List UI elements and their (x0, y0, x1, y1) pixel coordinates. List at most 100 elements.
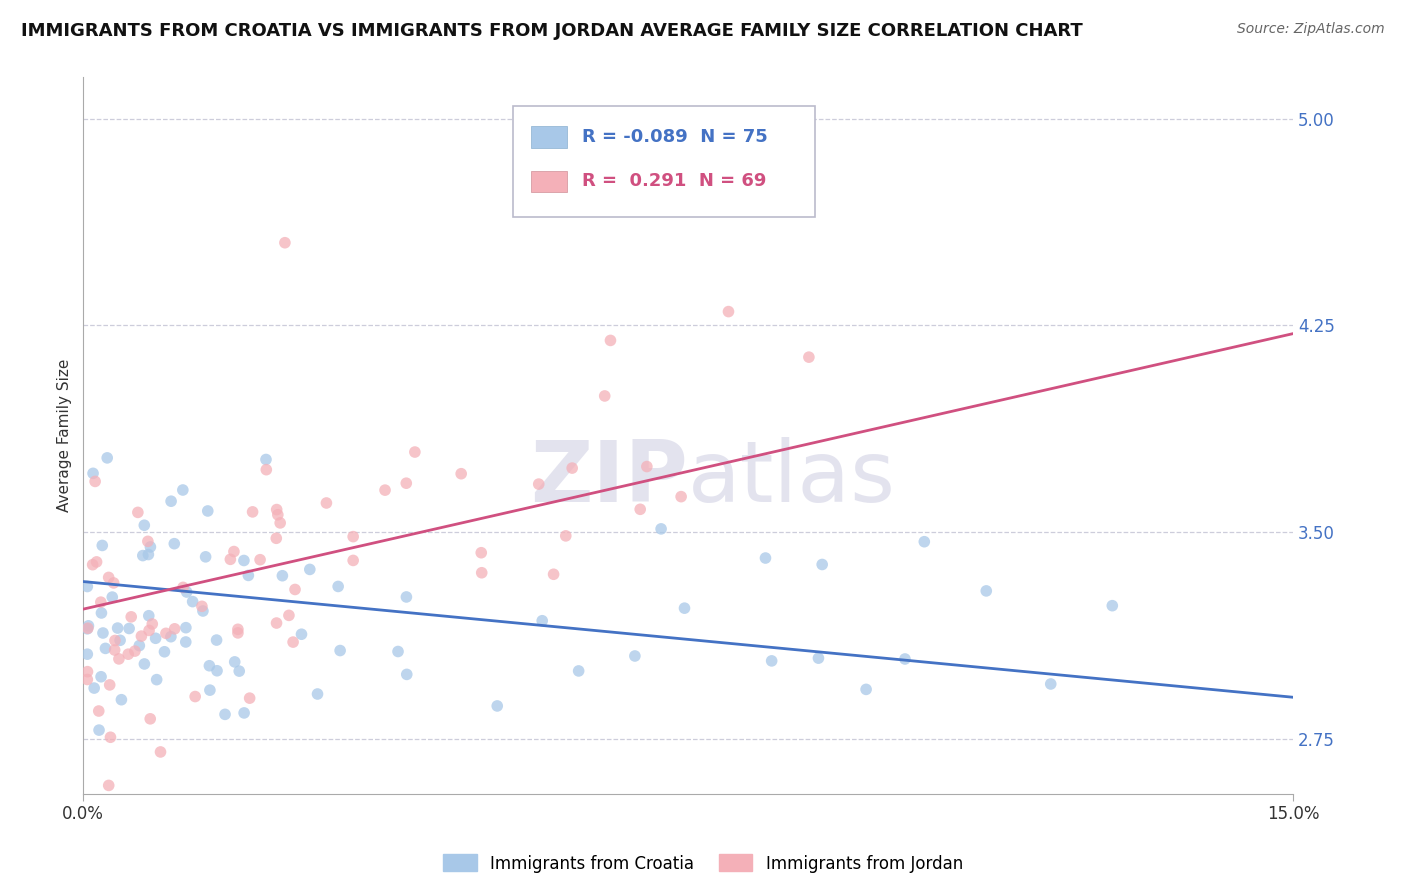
Text: Source: ZipAtlas.com: Source: ZipAtlas.com (1237, 22, 1385, 37)
Point (228, 664, 250, 678)
Point (593, 389, 616, 403)
Point (103, 576, 125, 591)
Point (138, 608, 160, 623)
Point (132, 549, 155, 563)
Point (214, 707, 236, 722)
Point (82, 558, 104, 572)
Point (139, 712, 162, 726)
Point (98, 678, 121, 692)
Point (131, 629, 153, 643)
Point (284, 582, 307, 597)
Point (224, 655, 246, 669)
Text: IMMIGRANTS FROM CROATIA VS IMMIGRANTS FROM JORDAN AVERAGE FAMILY SIZE CORRELATIO: IMMIGRANTS FROM CROATIA VS IMMIGRANTS FR… (21, 22, 1083, 40)
Point (94, 641, 117, 656)
Point (90, 595, 112, 609)
Point (239, 691, 262, 706)
Point (101, 590, 124, 604)
Point (176, 585, 198, 599)
Point (118, 622, 141, 636)
Point (127, 505, 149, 519)
Point (91, 538, 114, 552)
Point (855, 682, 877, 697)
Point (599, 334, 621, 348)
Point (108, 652, 131, 666)
Point (266, 615, 288, 630)
Point (120, 610, 142, 624)
Point (242, 505, 264, 519)
Text: atlas: atlas (688, 437, 896, 520)
Point (91, 626, 114, 640)
Point (254, 463, 277, 477)
Point (104, 643, 127, 657)
Point (226, 622, 249, 636)
Point (172, 483, 194, 497)
Point (90, 606, 112, 620)
Point (222, 544, 245, 558)
Point (628, 502, 651, 516)
Point (198, 683, 221, 698)
Point (761, 654, 783, 668)
Point (754, 551, 776, 566)
Point (450, 467, 472, 481)
Point (87, 723, 110, 738)
Text: R = -0.089  N = 75: R = -0.089 N = 75 (582, 128, 768, 146)
Point (219, 552, 242, 566)
Point (191, 599, 214, 614)
Point (561, 461, 583, 475)
Point (84, 475, 107, 489)
Point (128, 639, 150, 653)
Point (266, 502, 288, 516)
Point (136, 534, 159, 549)
Point (328, 579, 350, 593)
Point (650, 522, 672, 536)
Point (145, 673, 167, 687)
Point (342, 553, 364, 567)
Point (568, 664, 591, 678)
Point (307, 687, 329, 701)
Point (298, 562, 321, 576)
Y-axis label: Average Family Size: Average Family Size (58, 359, 72, 512)
Point (226, 626, 249, 640)
Point (160, 630, 183, 644)
Point (1039, 677, 1062, 691)
Point (138, 548, 160, 562)
Point (155, 626, 177, 640)
Point (83, 681, 105, 695)
Point (172, 580, 194, 594)
Point (271, 568, 294, 582)
FancyBboxPatch shape (531, 170, 567, 192)
Point (274, 235, 297, 250)
Point (894, 652, 917, 666)
Point (160, 494, 183, 508)
Point (108, 633, 131, 648)
Point (281, 635, 304, 649)
Point (184, 690, 207, 704)
Point (76, 647, 98, 661)
Text: ZIP: ZIP (530, 437, 688, 520)
Point (97, 570, 120, 584)
Point (191, 604, 214, 618)
Point (277, 608, 299, 623)
Point (194, 549, 217, 564)
Point (76, 580, 98, 594)
Point (82, 467, 104, 481)
Point (290, 627, 312, 641)
Point (181, 594, 204, 608)
Point (374, 483, 396, 497)
Point (145, 632, 167, 646)
Point (139, 540, 162, 554)
FancyBboxPatch shape (531, 126, 567, 148)
Point (395, 476, 418, 491)
Point (100, 731, 122, 745)
Point (134, 657, 156, 671)
Point (149, 745, 172, 759)
Point (138, 624, 160, 638)
Point (86, 555, 108, 569)
Point (76, 665, 98, 679)
Point (76, 673, 98, 687)
Point (249, 552, 271, 566)
Point (267, 508, 290, 522)
Point (269, 516, 291, 530)
Point (104, 633, 127, 648)
Point (205, 664, 228, 678)
